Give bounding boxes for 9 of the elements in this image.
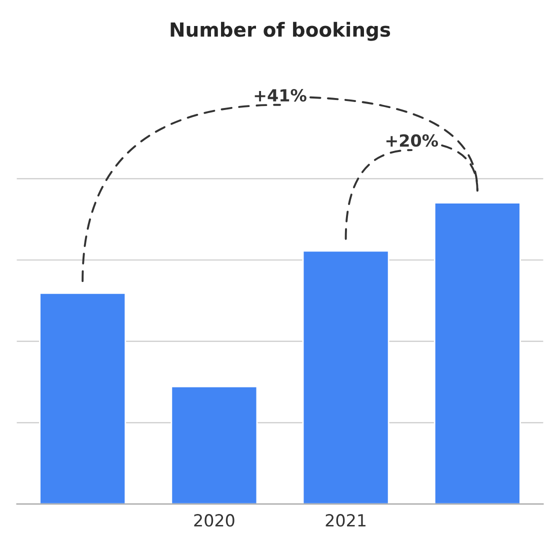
chart-title: Number of bookings — [170, 22, 390, 41]
bar — [39, 292, 126, 504]
bar — [302, 250, 390, 504]
bar — [170, 386, 258, 504]
text: +41% — [254, 89, 306, 102]
x-tick-label: 2020 — [194, 514, 234, 527]
bar — [434, 202, 521, 504]
text: +20% — [386, 134, 438, 147]
x-tick-label: 2021 — [326, 514, 366, 527]
